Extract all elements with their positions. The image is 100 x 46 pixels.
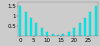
Bar [68, 32, 70, 36]
Bar [57, 35, 59, 36]
Bar [46, 32, 48, 36]
Bar [95, 6, 97, 36]
Bar [41, 28, 43, 36]
Bar [89, 12, 91, 36]
Bar [19, 6, 21, 36]
Bar [25, 12, 27, 36]
Bar [84, 18, 86, 36]
Bar [62, 33, 64, 36]
Bar [35, 23, 37, 36]
Bar [52, 33, 54, 36]
Bar [79, 23, 81, 36]
Bar [73, 28, 75, 36]
Bar [30, 18, 32, 36]
